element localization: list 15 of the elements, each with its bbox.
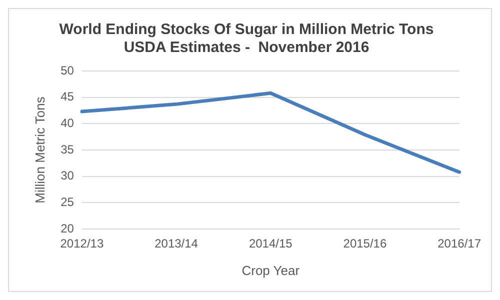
- x-tick-label: 2013/14: [154, 236, 198, 251]
- x-tick-label: 2012/13: [60, 236, 104, 251]
- x-tick-label: 2014/15: [248, 236, 293, 251]
- y-tick-label: 40: [60, 116, 74, 130]
- y-tick-label: 20: [60, 221, 74, 236]
- y-tick-label: 45: [60, 90, 74, 104]
- y-tick-label: 50: [60, 63, 74, 78]
- x-axis-title: Crop Year: [242, 262, 300, 278]
- y-tick-label: 35: [60, 142, 74, 156]
- chart-title: World Ending Stocks Of Sugar in Million Metric Tons USDA Estimates - November 2016: [59, 21, 434, 56]
- y-axis-title: Million Metric Tons: [32, 96, 48, 204]
- x-tick-label: 2016/17: [438, 236, 482, 251]
- x-tick-label: 2015/16: [343, 236, 387, 251]
- y-tick-label: 25: [60, 194, 74, 209]
- y-tick-label: 30: [60, 168, 74, 183]
